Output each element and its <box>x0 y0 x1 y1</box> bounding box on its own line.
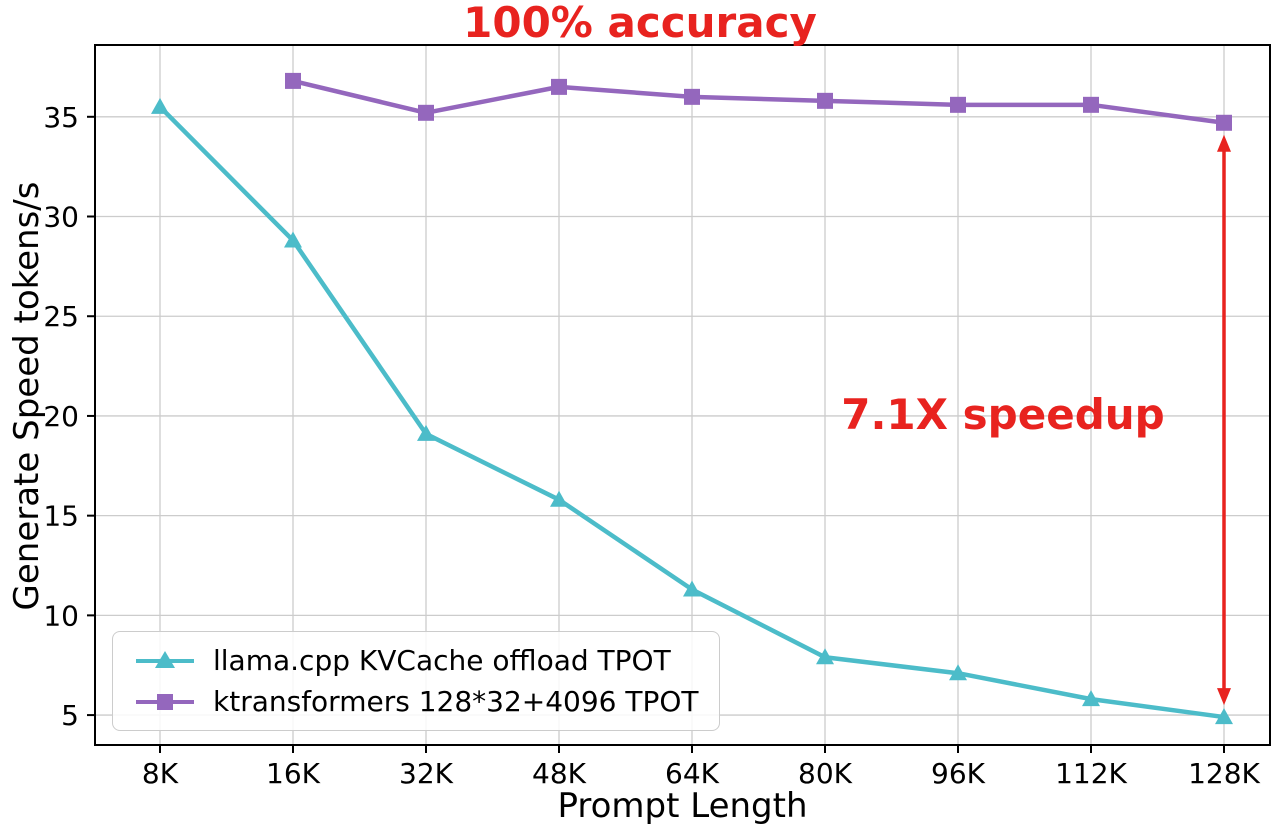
x-tick-label: 16K <box>266 757 321 790</box>
x-tick-label: 48K <box>532 757 587 790</box>
legend-item: llama.cpp KVCache offload TPOT <box>133 644 699 677</box>
y-tick-label: 25 <box>43 300 79 333</box>
square-marker-icon <box>136 693 194 710</box>
x-tick-label: 112K <box>1055 757 1127 790</box>
x-tick-label: 128K <box>1188 757 1260 790</box>
triangle-marker-icon <box>1215 708 1233 725</box>
triangle-marker-icon <box>136 650 194 668</box>
triangle-marker-icon <box>284 231 302 248</box>
y-tick-label: 35 <box>43 101 79 134</box>
arrow-head-top <box>1217 134 1231 152</box>
triangle-marker-icon <box>417 424 435 441</box>
x-tick-label: 96K <box>931 757 986 790</box>
square-marker-icon <box>817 92 833 109</box>
square-marker-icon <box>1216 114 1232 131</box>
x-tick-label: 64K <box>665 757 720 790</box>
square-marker-icon <box>285 72 301 89</box>
y-axis-label: Generate Speed tokens/s <box>7 181 47 611</box>
legend-triangle <box>155 650 175 668</box>
x-tick-label: 80K <box>798 757 853 790</box>
square-marker-icon <box>950 96 966 113</box>
arrow-head-bottom <box>1217 688 1231 706</box>
triangle-marker-icon <box>151 97 169 114</box>
series-line <box>290 78 1227 126</box>
y-tick-label: 20 <box>43 400 79 433</box>
y-tick-label: 5 <box>61 699 79 732</box>
legend-square <box>157 693 173 710</box>
plot-border <box>94 44 1271 746</box>
legend: llama.cpp KVCache offload TPOT ktransfor… <box>112 631 720 731</box>
triangle-marker-icon <box>816 648 834 665</box>
legend-label: llama.cpp KVCache offload TPOT <box>213 644 671 677</box>
legend-item: ktransformers 128*32+4096 TPOT <box>133 685 699 718</box>
triangle-marker-icon <box>683 580 701 597</box>
triangle-marker-icon <box>949 664 967 681</box>
triangle-marker-icon <box>550 490 568 507</box>
y-tick-label: 10 <box>43 599 79 632</box>
speedup-annotation: 7.1X speedup <box>841 390 1165 439</box>
triangle-marker-icon <box>1082 690 1100 707</box>
chart-title: 100% accuracy <box>463 0 817 47</box>
x-axis-label: Prompt Length <box>557 786 808 826</box>
square-marker-icon <box>1083 96 1099 113</box>
y-tick-label: 15 <box>43 500 79 533</box>
y-tick-label: 30 <box>43 201 79 234</box>
legend-label: ktransformers 128*32+4096 TPOT <box>213 685 699 718</box>
square-marker-icon <box>684 88 700 105</box>
x-tick-label: 8K <box>142 757 179 790</box>
x-tick-label: 32K <box>399 757 454 790</box>
square-marker-icon <box>418 104 434 121</box>
square-marker-icon <box>551 78 567 95</box>
